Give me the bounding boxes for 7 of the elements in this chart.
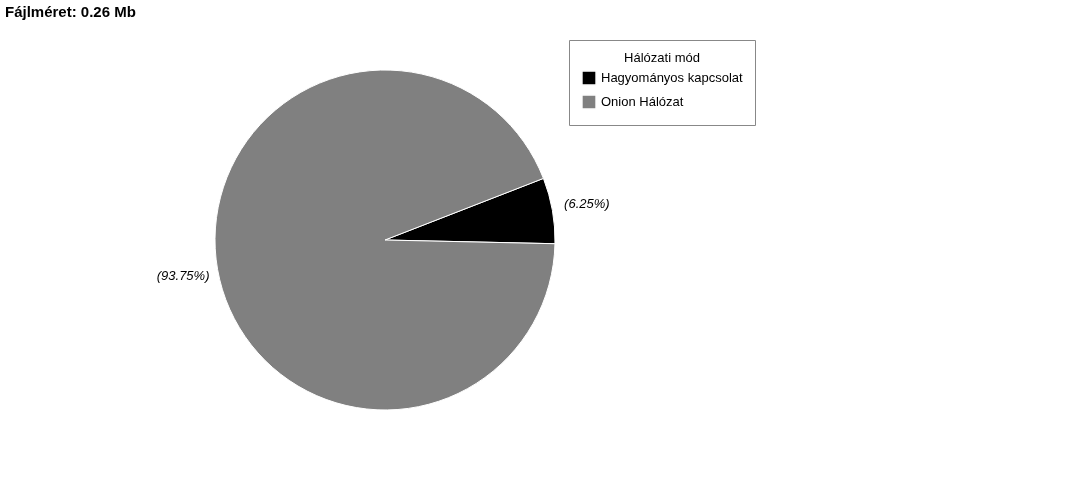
data-label: (93.75%) bbox=[156, 267, 210, 283]
chart-title: Fájlméret: 0.26 Mb bbox=[5, 3, 136, 20]
legend-label: Onion Hálózat bbox=[601, 94, 684, 109]
legend-title: Hálózati mód bbox=[624, 50, 700, 65]
data-label: (6.25%) bbox=[564, 196, 610, 212]
legend-label: Hagyományos kapcsolat bbox=[601, 70, 744, 85]
pie-slice bbox=[214, 69, 556, 411]
